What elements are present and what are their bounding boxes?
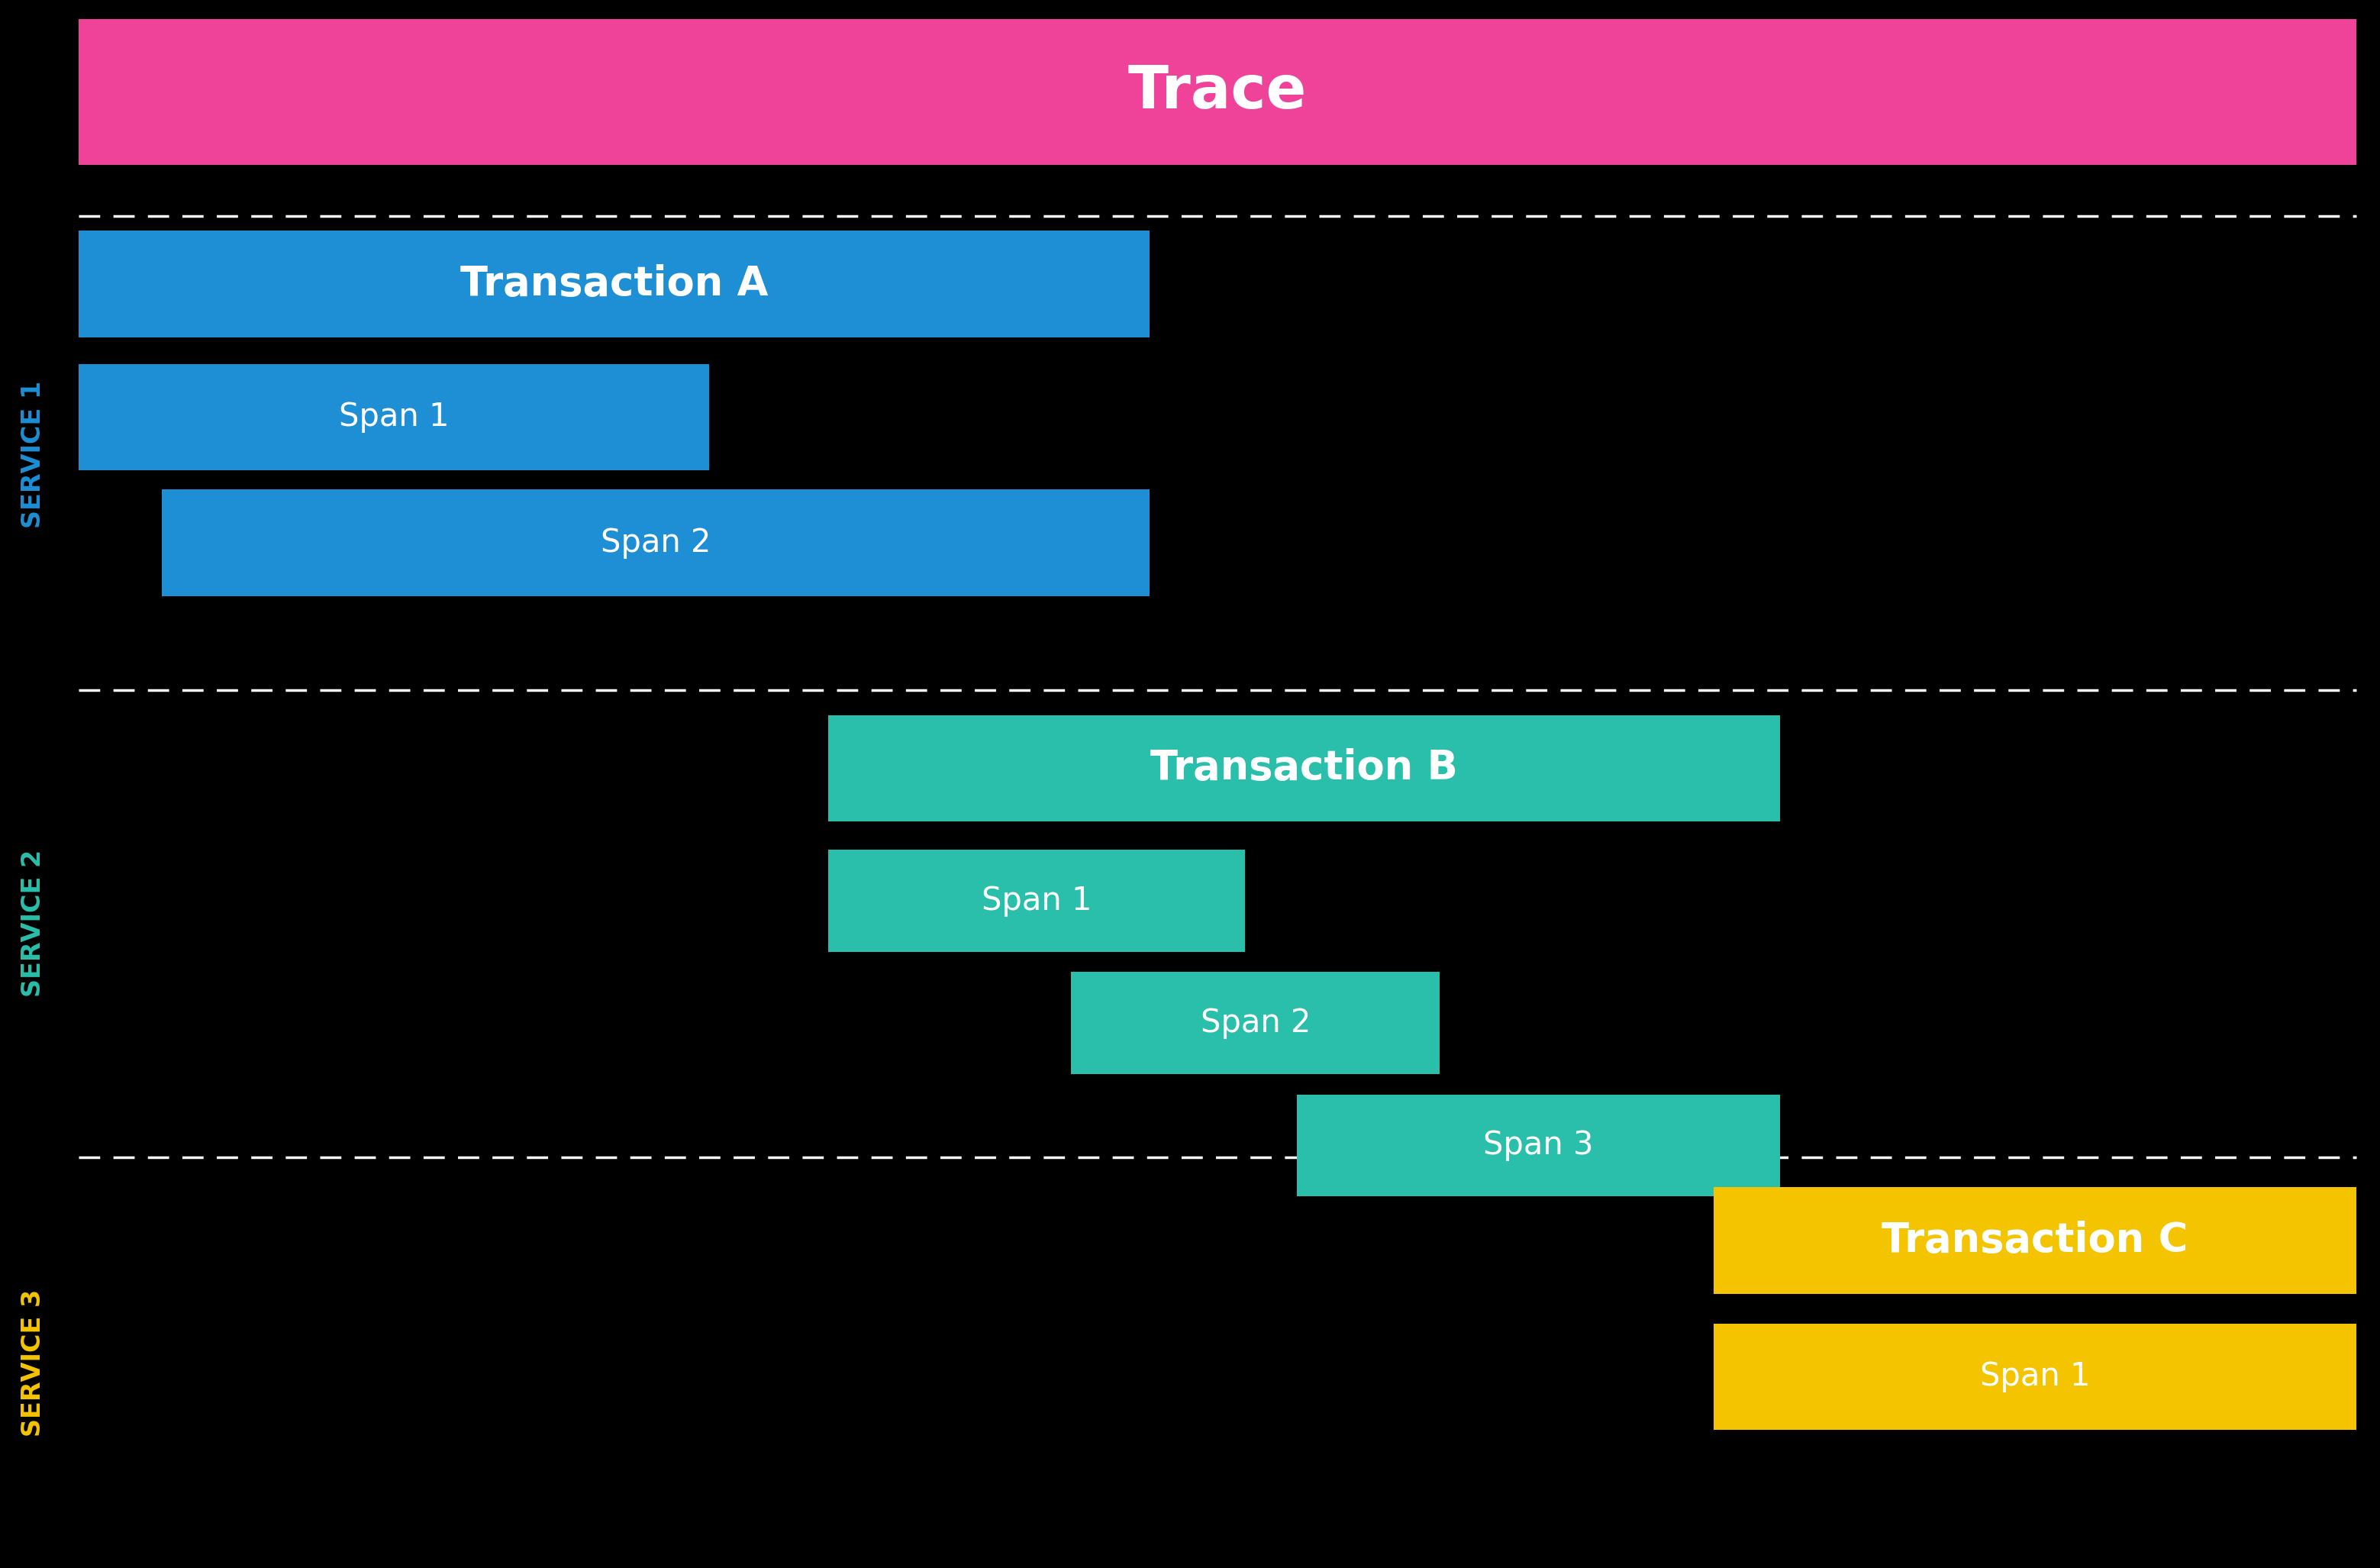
Text: Transaction A: Transaction A <box>459 263 769 304</box>
FancyBboxPatch shape <box>79 364 709 470</box>
Text: Span 2: Span 2 <box>600 527 712 558</box>
Text: SERVICE 1: SERVICE 1 <box>21 381 45 528</box>
Text: Transaction B: Transaction B <box>1150 748 1459 789</box>
FancyBboxPatch shape <box>828 715 1780 822</box>
Text: SERVICE 3: SERVICE 3 <box>21 1289 45 1436</box>
FancyBboxPatch shape <box>1071 972 1440 1074</box>
Text: Span 1: Span 1 <box>981 884 1092 917</box>
FancyBboxPatch shape <box>828 850 1245 952</box>
Text: Span 2: Span 2 <box>1200 1007 1311 1040</box>
Text: Trace: Trace <box>1128 63 1307 121</box>
FancyBboxPatch shape <box>79 19 2356 165</box>
FancyBboxPatch shape <box>1714 1187 2356 1294</box>
Text: Span 3: Span 3 <box>1483 1129 1595 1162</box>
Text: SERVICE 2: SERVICE 2 <box>21 850 45 997</box>
FancyBboxPatch shape <box>79 230 1150 337</box>
Text: Transaction C: Transaction C <box>1883 1220 2187 1261</box>
FancyBboxPatch shape <box>1714 1323 2356 1430</box>
Text: Span 1: Span 1 <box>1980 1361 2090 1392</box>
FancyBboxPatch shape <box>162 489 1150 596</box>
Text: Span 1: Span 1 <box>338 401 450 433</box>
FancyBboxPatch shape <box>1297 1094 1780 1196</box>
